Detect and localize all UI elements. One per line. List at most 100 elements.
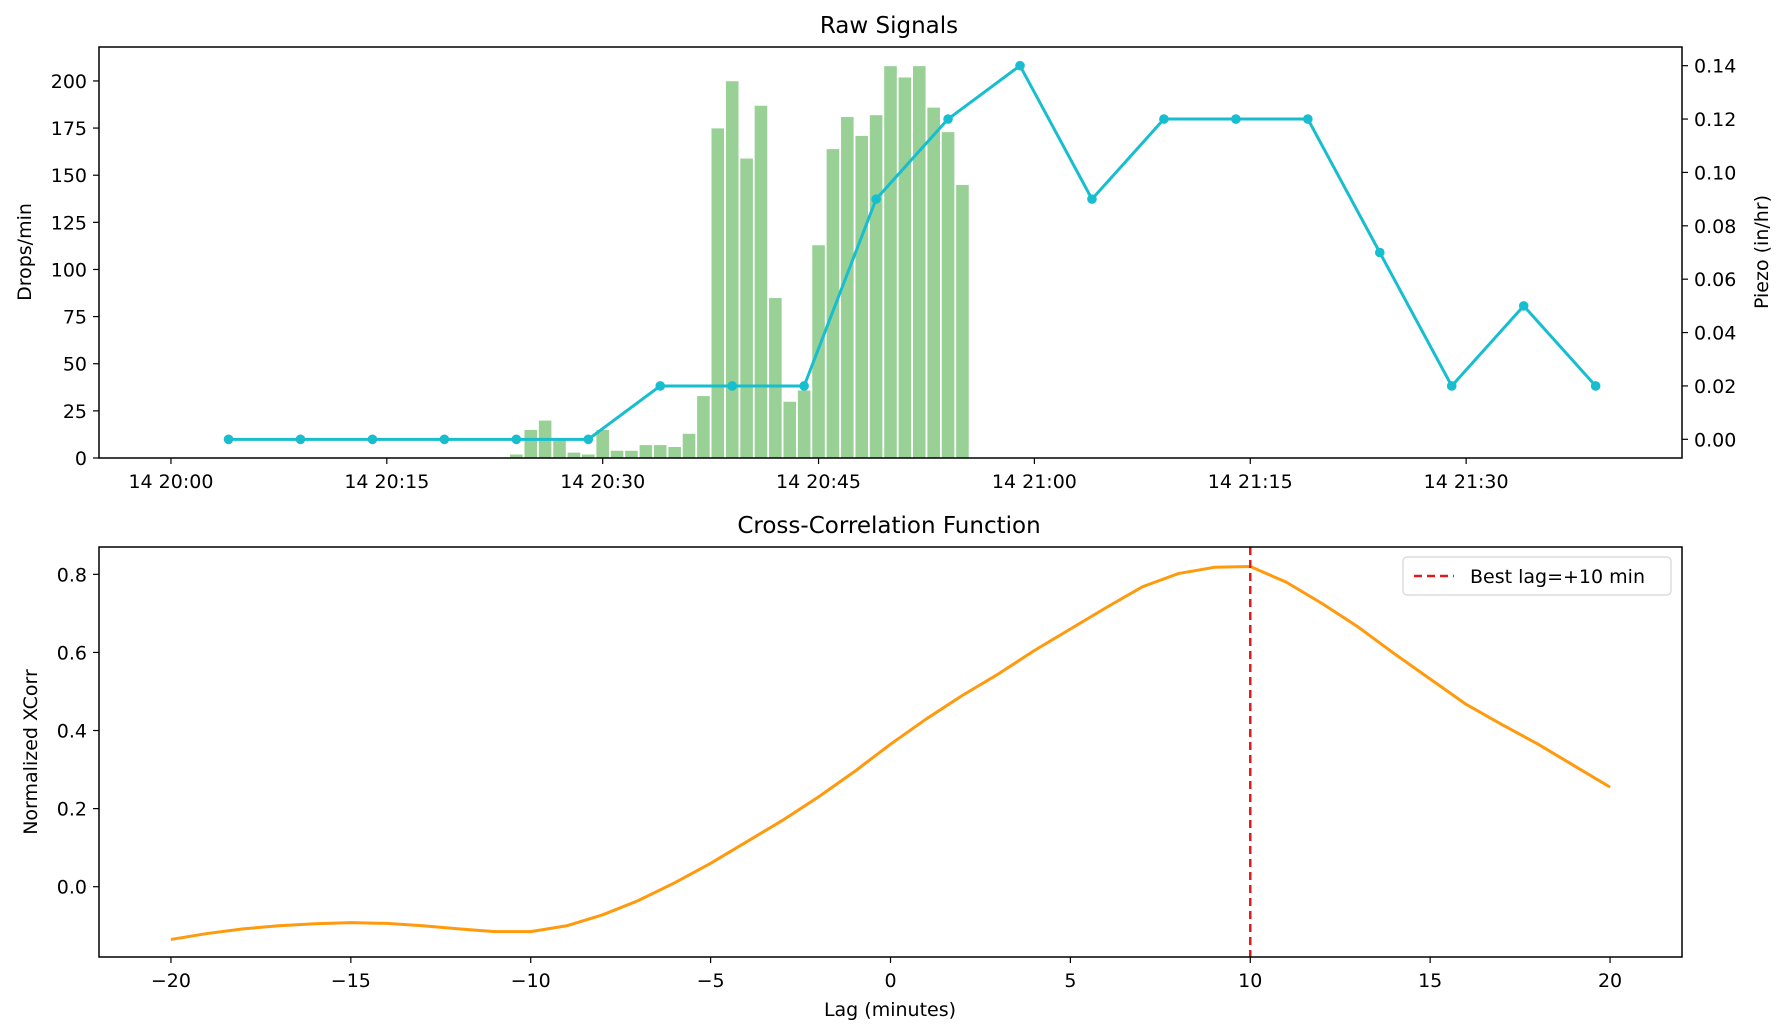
drops-bar [826,148,840,459]
y-tick-label: 200 [51,71,87,93]
drops-axis-label: Drops/min [14,203,36,301]
piezo-line-series [223,60,1601,445]
legend-box [1402,556,1672,596]
drops-bar [682,433,696,459]
xcorr-x-axis: −20 −15 −10 −5 0 5 10 15 20 [151,957,1622,992]
piezo-point [367,434,378,445]
drops-bar [926,107,941,459]
drops-bar [897,76,912,459]
y-tick-label: 100 [51,259,87,281]
y-right-tick-label: 0.12 [1694,109,1736,131]
piezo-y-axis: 0.00 0.02 0.04 0.06 0.08 0.10 0.12 0.14 [1682,56,1736,451]
drops-bar [653,444,668,459]
xcorr-x-axis-label: Lag (minutes) [824,999,956,1021]
drops-bar [883,65,898,459]
y-right-tick-label: 0.14 [1694,56,1736,78]
piezo-point [1374,247,1385,258]
drops-bar [912,65,927,459]
drops-bar-series [509,65,970,459]
x-tick-label: −15 [331,970,371,992]
piezo-axis-label: Piezo (in/hr) [1751,195,1773,309]
piezo-point [1303,114,1313,124]
y-tick-label: 0 [75,448,87,470]
x-tick-label: 14 20:15 [344,471,429,493]
drops-bar [941,131,955,459]
y-right-tick-label: 0.04 [1694,323,1736,345]
drops-bar [768,297,783,459]
piezo-point [799,381,809,391]
drops-bar [552,438,567,459]
piezo-point [1590,381,1601,391]
raw-signals-x-axis: 14 20:00 14 20:15 14 20:30 14 20:45 14 21:00… [128,458,1509,493]
y-tick-label: 0.8 [57,564,87,586]
y-tick-label: 175 [51,118,87,140]
x-tick-label: 14 21:00 [992,471,1077,493]
piezo-point [871,194,881,204]
y-right-tick-label: 0.08 [1694,216,1736,238]
x-tick-label: −10 [511,970,551,992]
y-tick-label: 125 [51,212,87,234]
piezo-point [583,434,594,445]
piezo-point [727,381,737,391]
drops-bar [610,450,624,459]
drops-bar [567,452,581,459]
xcorr-line [170,565,1611,941]
piezo-point [295,434,306,445]
xcorr-line-series [170,565,1611,941]
drops-bar [725,80,740,459]
y-tick-label: 0.6 [57,642,87,664]
drops-bar [667,446,682,459]
x-tick-label: 5 [1064,970,1076,992]
piezo-point [439,434,450,445]
piezo-line [228,64,1597,441]
xcorr-y-axis-label: Normalized XCorr [20,669,42,835]
piezo-point [511,434,522,445]
drops-y-axis: 0 25 50 75 100 125 150 175 200 [51,71,99,470]
piezo-point [1446,381,1457,391]
legend: Best lag=+10 min [1402,556,1672,596]
piezo-point [943,114,953,124]
drops-bar [955,184,970,459]
drops-bar [638,444,653,459]
drops-bar [624,450,639,459]
xcorr-title: Cross-Correlation Function [737,513,1040,539]
y-right-tick-label: 0.06 [1694,269,1736,291]
y-tick-label: 50 [63,354,87,376]
piezo-point [1015,60,1025,71]
piezo-point [1231,114,1241,124]
y-tick-label: 0.2 [57,799,87,821]
x-tick-label: 0 [884,970,896,992]
drops-bar [782,401,797,459]
piezo-point [1518,301,1529,311]
y-tick-label: 0.4 [57,721,87,743]
drops-bar [595,429,610,459]
y-right-tick-label: 0.10 [1694,162,1736,184]
x-tick-label: −5 [697,970,725,992]
x-tick-label: 15 [1418,970,1442,992]
y-right-tick-label: 0.00 [1694,429,1736,451]
piezo-point [1087,194,1097,204]
x-tick-label: 14 20:45 [776,471,861,493]
y-tick-label: 25 [63,401,87,423]
x-tick-label: 14 21:15 [1208,471,1293,493]
x-tick-label: 14 20:30 [560,471,645,493]
y-right-tick-label: 0.02 [1694,376,1736,398]
drops-bar [710,127,725,459]
xcorr-y-axis: 0.0 0.2 0.4 0.6 0.8 [57,564,99,899]
drops-bar [739,157,754,459]
x-tick-label: 10 [1238,970,1262,992]
drops-bar [797,389,812,459]
x-tick-label: 14 21:30 [1424,471,1509,493]
raw-signals-plot-frame [98,46,1683,459]
x-tick-label: 14 20:00 [128,471,213,493]
drops-bar [869,114,884,459]
y-tick-label: 75 [63,307,87,329]
piezo-point [1159,114,1169,124]
x-tick-label: −20 [151,970,191,992]
drops-bar [523,429,538,459]
legend-label-best-lag: Best lag=+10 min [1470,566,1645,588]
raw-signals-title: Raw Signals [820,13,958,39]
piezo-point [655,381,666,391]
xcorr-chart: Cross-Correlation Function −20 −15 −10 −5 0 5… [20,513,1683,1021]
